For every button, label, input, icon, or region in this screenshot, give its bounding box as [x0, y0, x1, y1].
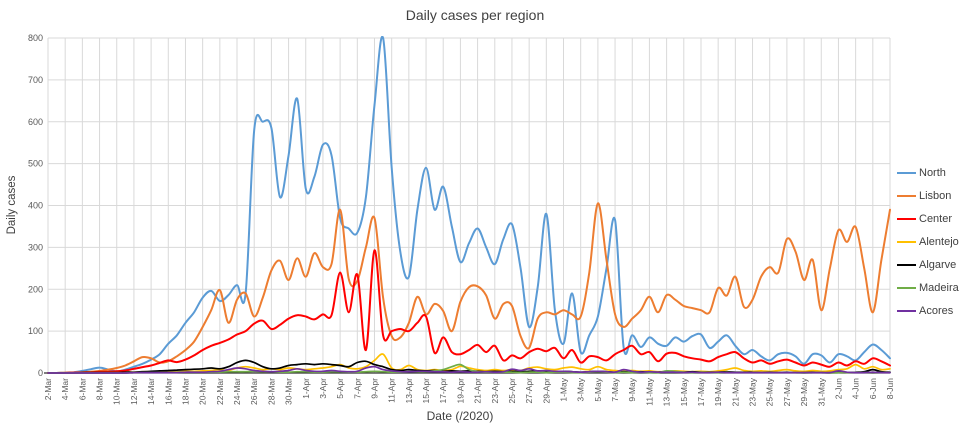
x-tick-label: 7-Apr — [352, 378, 362, 399]
legend-item-north[interactable]: North — [897, 161, 959, 184]
series-line-lisbon[interactable] — [47, 202, 891, 375]
y-tick-label: 700 — [28, 75, 43, 85]
x-tick-label: 26-Mar — [249, 378, 259, 405]
y-tick-label: 600 — [28, 117, 43, 127]
gridlines — [47, 37, 891, 373]
x-tick-label: 11-Apr — [387, 378, 397, 403]
x-tick-label: 15-May — [679, 377, 689, 406]
x-tick-label: 23-Apr — [490, 378, 500, 404]
y-tick-labels: 0 100 200 300 400 500 600 700 800 — [28, 33, 43, 378]
legend: North Lisbon Center Alentejo Algarve Mad… — [897, 161, 959, 322]
series-line-north[interactable] — [47, 36, 891, 375]
x-axis-title: Date (/2020) — [426, 409, 494, 423]
x-tick-label: 4-Mar — [60, 378, 70, 400]
series-line-acores[interactable] — [47, 365, 891, 374]
x-tick-label: 19-Apr — [455, 378, 465, 404]
x-tick-label: 31-May — [816, 377, 826, 406]
legend-label: North — [919, 166, 946, 179]
x-tick-label: 17-Apr — [438, 378, 448, 404]
x-tick-label: 6-Mar — [77, 378, 87, 400]
x-tick-label: 8-Jun — [885, 378, 895, 400]
chart-title: Daily cases per region — [405, 7, 545, 23]
x-tick-label: 7-May — [610, 377, 620, 401]
y-tick-label: 100 — [28, 326, 43, 336]
legend-label: Center — [919, 212, 953, 225]
x-tick-label: 3-May — [576, 377, 586, 401]
legend-line-swatch — [897, 286, 916, 289]
legend-label: Acores — [919, 304, 954, 317]
x-tick-label: 5-Apr — [335, 378, 345, 399]
y-tick-label: 500 — [28, 159, 43, 169]
x-tick-label: 25-Apr — [507, 378, 517, 404]
x-tick-label: 11-May — [644, 377, 654, 405]
x-tick-label: 27-May — [782, 377, 792, 406]
x-tick-label: 30-Mar — [284, 378, 294, 405]
legend-line-swatch — [897, 171, 916, 174]
series-lines — [47, 36, 891, 375]
x-tick-label: 25-May — [765, 377, 775, 406]
x-tick-label: 5-May — [593, 377, 603, 401]
x-tick-label: 3-Apr — [318, 378, 328, 399]
legend-item-algarve[interactable]: Algarve — [897, 253, 959, 276]
legend-item-alentejo[interactable]: Alentejo — [897, 230, 959, 253]
legend-label: Algarve — [919, 258, 957, 271]
legend-item-center[interactable]: Center — [897, 207, 959, 230]
x-tick-labels: 2-Mar 4-Mar 6-Mar 8-Mar 10-Mar 12-Mar 14-Mar 16… — [43, 377, 895, 406]
x-tick-label: 8-Mar — [95, 378, 105, 400]
x-tick-label: 6-Jun — [868, 378, 878, 400]
x-tick-label: 2-Jun — [833, 378, 843, 400]
x-tick-label: 29-May — [799, 377, 809, 406]
legend-line-swatch — [897, 194, 916, 197]
x-tick-label: 10-Mar — [112, 378, 122, 405]
x-tick-label: 13-Apr — [404, 378, 414, 404]
legend-item-acores[interactable]: Acores — [897, 299, 959, 322]
x-tick-label: 9-May — [627, 377, 637, 401]
x-tick-label: 1-Apr — [301, 378, 311, 399]
x-tick-label: 27-Apr — [524, 378, 534, 404]
x-tick-label: 2-Mar — [43, 378, 53, 400]
x-tick-label: 28-Mar — [266, 378, 276, 405]
y-tick-label: 400 — [28, 201, 43, 211]
x-tick-label: 12-Mar — [129, 378, 139, 405]
x-tick-label: 21-May — [730, 377, 740, 406]
y-tick-label: 300 — [28, 242, 43, 252]
x-tick-label: 17-May — [696, 377, 706, 406]
y-tick-label: 0 — [38, 368, 43, 378]
x-tick-label: 18-Mar — [180, 378, 190, 405]
x-tick-label: 20-Mar — [198, 378, 208, 405]
y-tick-label: 800 — [28, 33, 43, 43]
legend-item-madeira[interactable]: Madeira — [897, 276, 959, 299]
x-tick-label: 9-Apr — [369, 378, 379, 399]
x-tick-label: 16-Mar — [163, 378, 173, 405]
legend-label: Lisbon — [919, 189, 952, 202]
legend-line-swatch — [897, 309, 916, 312]
x-tick-label: 22-Mar — [215, 378, 225, 405]
x-tick-label: 19-May — [713, 377, 723, 406]
y-axis-title: Daily cases — [6, 175, 18, 235]
legend-item-lisbon[interactable]: Lisbon — [897, 184, 959, 207]
legend-label: Madeira — [919, 281, 959, 294]
x-tick-label: 13-May — [662, 377, 672, 406]
legend-line-swatch — [897, 217, 916, 220]
x-tick-label: 1-May — [559, 377, 569, 401]
x-tick-label: 24-Mar — [232, 378, 242, 405]
x-tick-label: 29-Apr — [541, 378, 551, 404]
series-line-center[interactable] — [47, 249, 891, 375]
x-tick-label: 15-Apr — [421, 378, 431, 404]
x-tick-label: 14-Mar — [146, 378, 156, 405]
x-tick-label: 4-Jun — [851, 378, 861, 400]
legend-label: Alentejo — [919, 235, 959, 248]
legend-line-swatch — [897, 240, 916, 243]
legend-line-swatch — [897, 263, 916, 266]
x-tick-label: 21-Apr — [473, 378, 483, 404]
x-tick-label: 23-May — [748, 377, 758, 406]
y-tick-label: 200 — [28, 284, 43, 294]
